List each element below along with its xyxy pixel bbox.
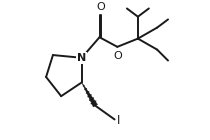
Text: O: O (114, 51, 122, 61)
Text: O: O (96, 2, 105, 12)
Text: N: N (77, 53, 86, 63)
Polygon shape (82, 82, 97, 107)
Text: I: I (117, 114, 120, 127)
